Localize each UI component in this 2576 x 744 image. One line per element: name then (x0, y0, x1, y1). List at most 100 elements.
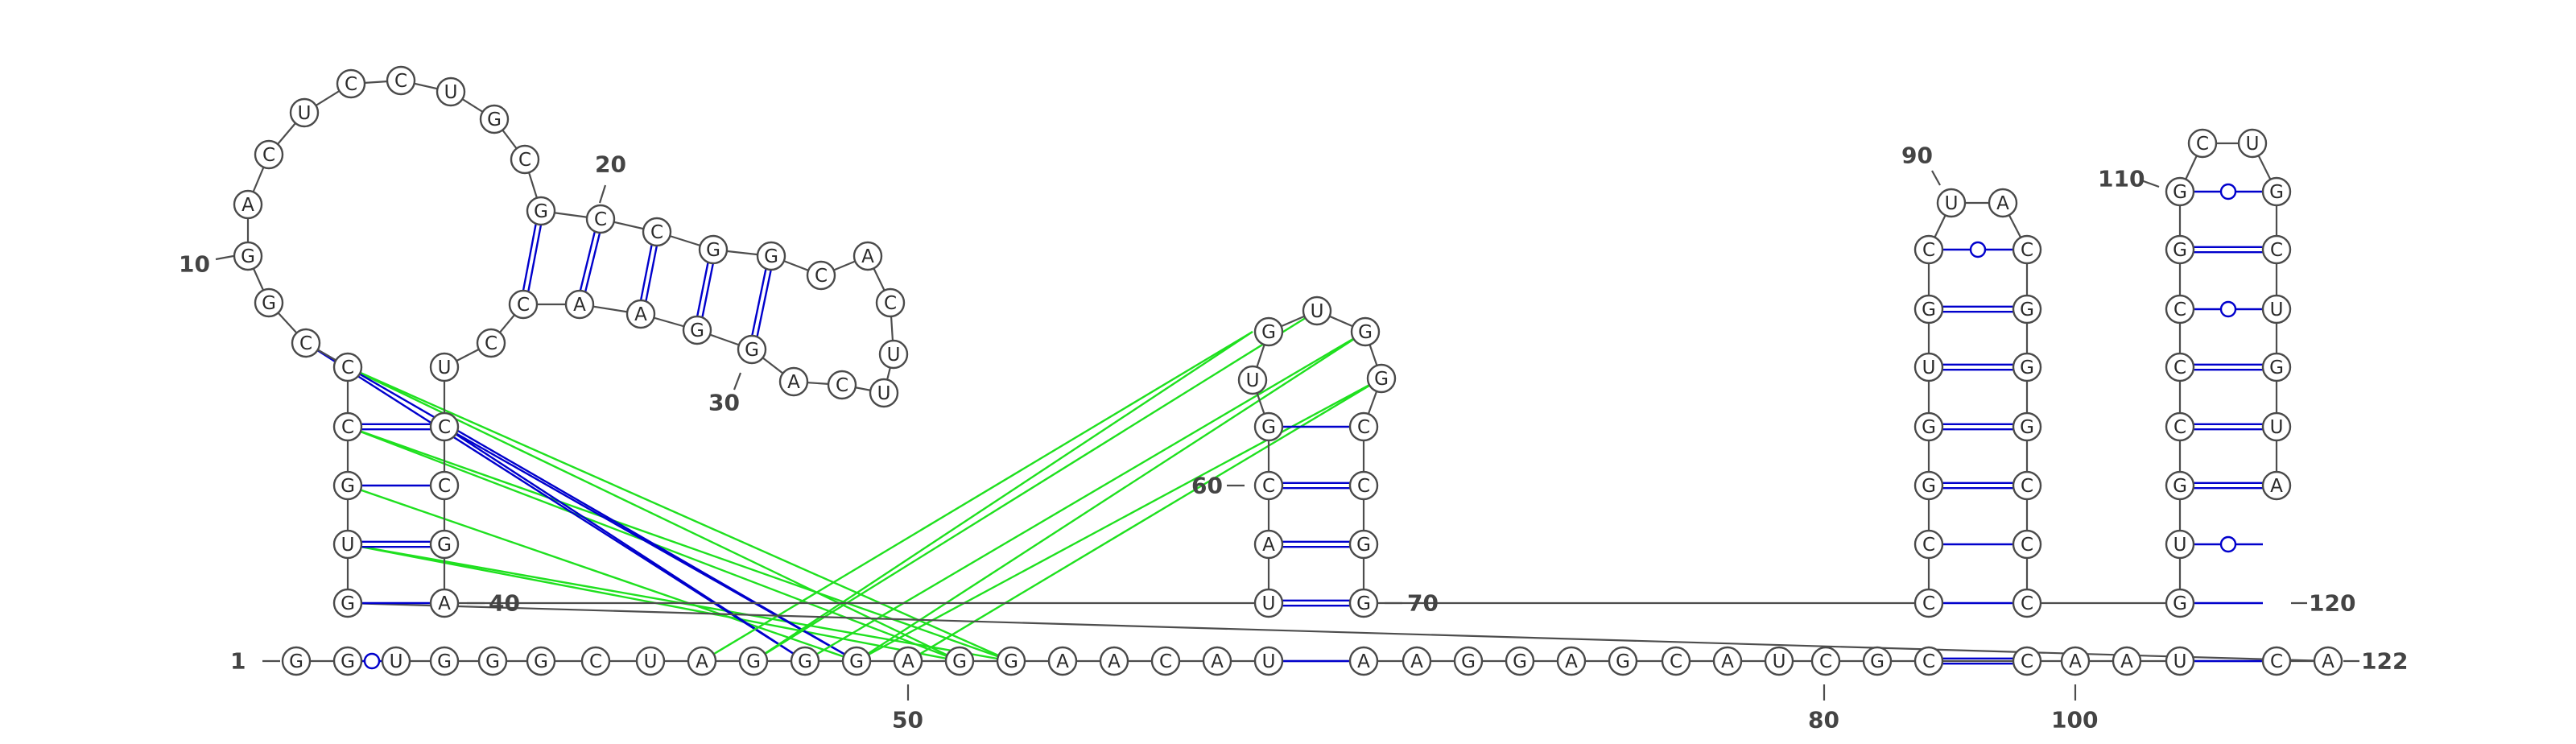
nucleotide-circle (2165, 646, 2195, 676)
nucleotide-letter: C (485, 333, 497, 354)
pseudoknot-link (444, 425, 857, 663)
nucleotide-letter: G (2173, 476, 2187, 497)
nucleotide-letter: G (2020, 300, 2034, 320)
nucleotide-letter: C (2021, 240, 2033, 261)
base-pair (751, 268, 767, 336)
nucleotide: G (429, 529, 460, 560)
label-40: 40 (489, 590, 520, 617)
nucleotide: G (1253, 411, 1284, 442)
nucleotide: A (1402, 646, 1432, 676)
nucleotide: C (336, 68, 366, 99)
nucleotide-letter: U (444, 82, 458, 103)
nucleotide: G (1913, 470, 1944, 501)
nucleotide-circle (332, 470, 363, 501)
nucleotide-letter: C (2174, 358, 2186, 378)
nucleotide-circle (756, 241, 786, 271)
nucleotide: G (996, 646, 1026, 676)
nucleotide-letter: G (2020, 417, 2034, 438)
nucleotide: G (332, 588, 363, 618)
nucleotide: G (233, 241, 263, 271)
nucleotide-circle (477, 646, 508, 676)
nucleotide-circle (2165, 470, 2195, 501)
nucleotide-letter: G (1616, 651, 1630, 672)
nucleotide-circle (738, 646, 769, 676)
position-labels: 1 10 20 30 40 50 60 70 80 90 100 110 120… (179, 143, 2408, 734)
nucleotide-letter: C (2021, 593, 2033, 614)
nucleotide-letter: G (1356, 593, 1371, 614)
nucleotide-letter: G (341, 593, 355, 614)
nucleotide-letter: G (690, 320, 704, 341)
nucleotide: C (510, 144, 540, 175)
nucleotide: U (2165, 646, 2195, 676)
nucleotide: G (682, 315, 712, 345)
nucleotide-letter: G (487, 110, 502, 130)
nucleotide-letter: C (1819, 651, 1832, 672)
nucleotide: G (1608, 646, 1638, 676)
nucleotide: G (2165, 588, 2195, 618)
nucleotide: C (642, 217, 672, 247)
label-100: 100 (2051, 707, 2098, 734)
nucleotide-letter: A (634, 304, 647, 325)
nucleotide-letter: A (1565, 651, 1578, 672)
base-pairs (361, 183, 2263, 670)
nucleotide: C (585, 204, 616, 234)
nucleotide-circle (336, 68, 366, 99)
nucleotide-circle (1366, 363, 1397, 394)
nucleotide: C (2261, 646, 2292, 676)
nucleotide-circle (1348, 529, 1379, 560)
nucleotide-circle (526, 646, 556, 676)
nucleotide-circle (996, 646, 1026, 676)
nucleotide-circle (2165, 294, 2195, 324)
nucleotide-circle (526, 196, 556, 226)
nucleotide: A (1348, 646, 1379, 676)
nucleotide-letter: A (1410, 651, 1423, 672)
nucleotide-circle (1150, 646, 1181, 676)
nucleotide-letter: C (299, 333, 312, 354)
nucleotide-letter: G (746, 651, 761, 672)
nucleotide-circle (233, 241, 263, 271)
nucleotide: G (429, 646, 460, 676)
nucleotide-circle (2012, 294, 2042, 324)
nucleotide-letter: C (836, 375, 848, 396)
nucleotide: G (2261, 352, 2292, 382)
label-90: 90 (1901, 143, 1933, 169)
nucleotide-letter: G (1922, 417, 1936, 438)
nucleotide-letter: C (262, 145, 275, 166)
nucleotide: G (2012, 411, 2042, 442)
nucleotide-letter: U (1246, 370, 1260, 391)
nucleotide-circle (1348, 588, 1379, 618)
nucleotide-letter: C (518, 150, 531, 171)
base-pair (522, 223, 537, 291)
nucleotide-letter: G (241, 246, 255, 267)
label-60: 60 (1191, 473, 1223, 499)
nucleotide: A (1099, 646, 1129, 676)
nucleotide: U (381, 646, 411, 676)
nucleotide-letter: A (1262, 535, 1275, 556)
nucleotide-circle (2313, 646, 2343, 676)
nucleotide-circle (2060, 646, 2091, 676)
nucleotide: C (1810, 646, 1841, 676)
nucleotide-circle (386, 65, 416, 96)
nucleotide: U (869, 378, 899, 408)
nucleotide-circle (2165, 588, 2195, 618)
pseudoknot-link (907, 377, 1382, 663)
nucleotide-letter: C (517, 295, 530, 316)
nucleotide-letter: A (1211, 651, 1224, 672)
nucleotide-letter: G (485, 651, 500, 672)
nucleotide-circle (332, 411, 363, 442)
nucleotide-circle (1253, 588, 1284, 618)
nucleotide-circle (2112, 646, 2142, 676)
nucleotide-circle (2261, 411, 2292, 442)
pseudoknot-link (856, 330, 1366, 663)
nucleotide-letter: G (706, 240, 720, 261)
nucleotide-letter: G (2269, 358, 2284, 378)
pseudoknot-link (804, 330, 1366, 663)
nucleotide-letter: A (1721, 651, 1734, 672)
nucleotide: G (1366, 363, 1397, 394)
wobble-pair-marker (363, 652, 381, 670)
nucleotide-letter: C (341, 417, 354, 438)
nucleotide-circle (1913, 294, 1944, 324)
nucleotide-letter: C (815, 266, 828, 287)
nucleotide-letter: C (2021, 651, 2033, 672)
nucleotide: C (875, 287, 906, 318)
